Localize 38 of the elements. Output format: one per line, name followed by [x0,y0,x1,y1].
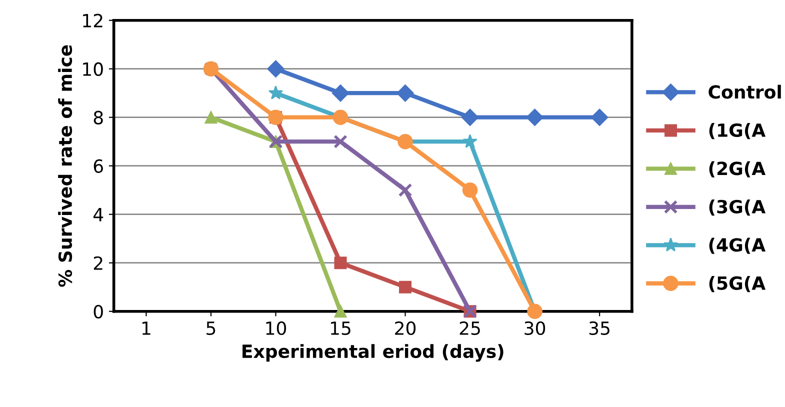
x-tick-label: 5 [206,322,216,336]
x-tick-label: 15 [330,322,350,336]
point [461,108,479,126]
legend-label: (4G(A [709,238,766,254]
point [332,84,350,102]
legend-label: (5G(A [709,276,766,292]
legend-label: (3G(A [709,200,766,216]
x-tick-label: 35 [589,321,610,336]
y-axis-title: % Survived rate of mice [58,45,72,287]
point [590,108,608,126]
point [526,108,544,126]
point [399,280,412,294]
y-tick-label: 0 [94,304,103,318]
point [396,84,414,102]
y-tick-label: 2 [94,256,102,270]
y-tick-label: 8 [94,110,103,124]
x-tick-label: 1 [142,322,150,335]
legend-label: (2G(A [709,161,766,178]
point [268,85,284,100]
x-tick-label: 10 [266,321,286,336]
y-tick-label: 10 [83,62,103,76]
x-tick-label: 30 [524,321,546,336]
point [334,305,347,318]
point [334,134,348,149]
legend-label: Control [708,84,781,99]
x-axis-title: Experimental eriod (days) [242,344,504,362]
point [267,60,284,78]
point [334,256,347,270]
x-tick-label: 25 [460,321,480,336]
y-tick-label: 12 [83,14,102,28]
point [462,182,478,198]
legend-label: (1G(A [709,123,766,140]
point [398,183,412,198]
x-tick-label: 20 [395,321,416,336]
y-tick-label: 4 [94,208,104,222]
point [462,134,478,148]
point [204,111,218,124]
y-tick-label: 6 [94,159,103,173]
